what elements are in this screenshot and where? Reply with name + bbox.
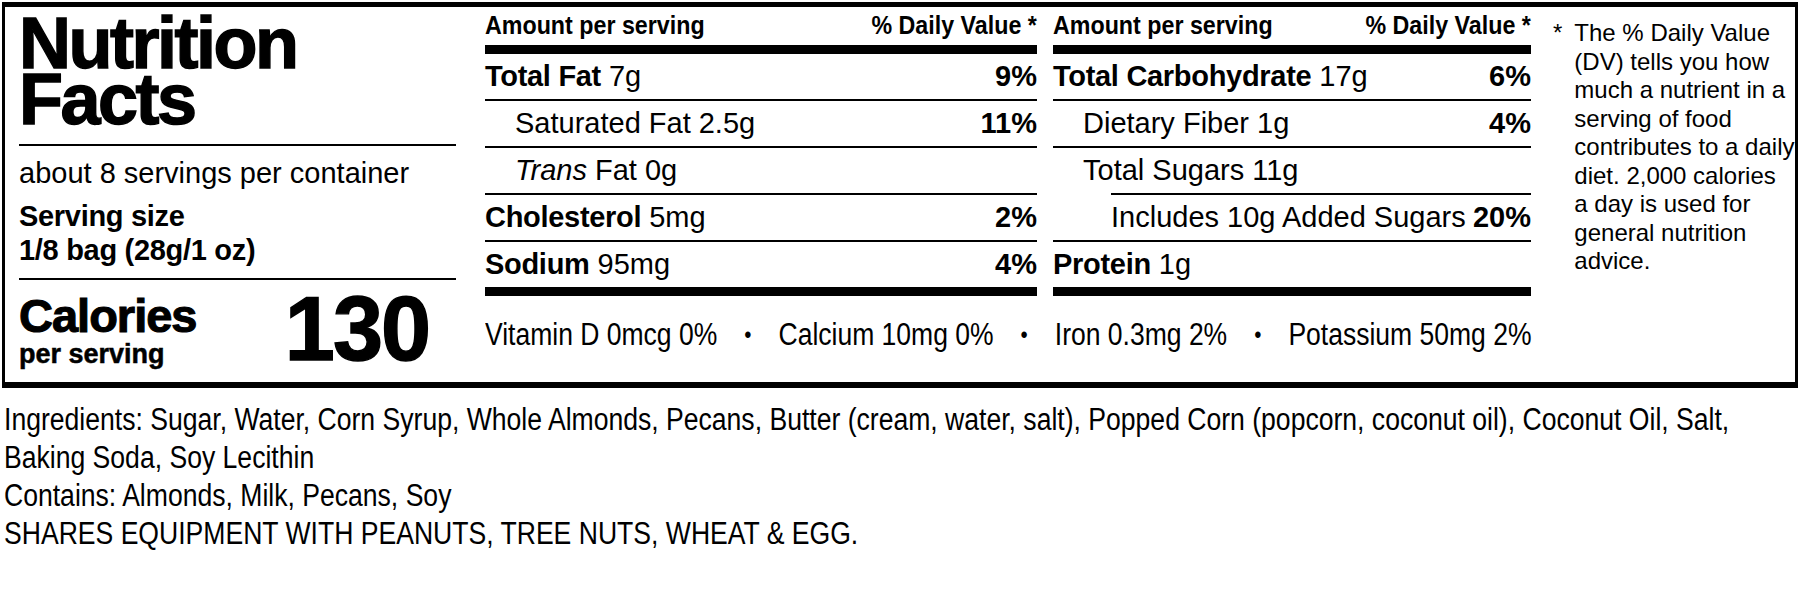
nutrient-name: Fat (595, 154, 637, 186)
amount-per-serving-header: Amount per serving (1053, 11, 1273, 40)
nutrient-name-group: TransFat0g (485, 154, 677, 187)
nutrient-row-cholesterol: Cholesterol5mg 2% (485, 195, 1037, 240)
nutrient-amount: 1g (1257, 107, 1289, 139)
calories-label: Calories (19, 292, 196, 339)
micronutrient-calcium: Calcium 10mg 0% (779, 317, 994, 353)
nutrient-name: Total Fat (485, 60, 601, 92)
nutrient-name-group: Sodium95mg (485, 248, 670, 281)
nutrient-name-group: Total Fat7g (485, 60, 641, 93)
calories-subtext: per serving (19, 339, 196, 369)
nutrient-amount: 7g (609, 60, 641, 92)
micronutrients-row: Vitamin D 0mcg 0% • Calcium 10mg 0% • Ir… (485, 317, 1531, 353)
nutrient-name-italic: Trans (515, 154, 587, 186)
micronutrient-iron: Iron 0.3mg 2% (1055, 317, 1227, 353)
bullet-separator-icon: • (741, 321, 755, 349)
amount-per-serving-header: Amount per serving (485, 11, 705, 40)
nutrient-amount: 5mg (649, 201, 705, 233)
panel-title: Nutrition Facts (19, 15, 457, 127)
divider (19, 144, 456, 146)
column-header: Amount per serving % Daily Value * (1053, 7, 1531, 45)
nutrient-name-group: Total Sugars11g (1053, 154, 1298, 187)
shared-equipment-warning: SHARES EQUIPMENT WITH PEANUTS, TREE NUTS… (4, 515, 1778, 553)
nutrient-name-group: Saturated Fat2.5g (485, 107, 755, 140)
nutrient-row-added-sugars: Includes 10g Added Sugars 20% (1053, 195, 1531, 240)
footnote-text: The % Daily Value (DV) tells you how muc… (1574, 19, 1795, 382)
nutrition-facts-screenshot: { "label": { "title_line1": "Nutrition",… (0, 0, 1800, 605)
nutrient-row-trans-fat: TransFat0g (485, 148, 1037, 193)
ingredients-text: Ingredients: Sugar, Water, Corn Syrup, W… (4, 401, 1778, 477)
nutrient-row-total-sugars: Total Sugars11g (1053, 148, 1531, 193)
nutrient-name: Dietary Fiber (1083, 107, 1249, 139)
nutrient-row-protein: Protein1g (1053, 242, 1531, 287)
daily-value: 6% (1489, 60, 1531, 93)
daily-value-footnote: * The % Daily Value (DV) tells you how m… (1553, 7, 1795, 382)
thick-divider (1053, 287, 1531, 296)
nutrient-column-carb-protein: Amount per serving % Daily Value * Total… (1053, 7, 1531, 296)
nutrient-name-group: Includes 10g Added Sugars (1053, 201, 1466, 234)
serving-size-value: 1/8 bag (28g/1 oz) (19, 233, 457, 267)
daily-value: 20% (1473, 201, 1531, 234)
nutrient-amount: 2.5g (699, 107, 755, 139)
calories-value: 130 (285, 288, 429, 370)
nutrient-row-total-carbohydrate: Total Carbohydrate17g 6% (1053, 54, 1531, 99)
nutrient-columns-area: Amount per serving % Daily Value * Total… (485, 7, 1531, 382)
nutrient-name-group: Total Carbohydrate17g (1053, 60, 1368, 93)
column-header: Amount per serving % Daily Value * (485, 7, 1037, 45)
nutrient-name-group: Cholesterol5mg (485, 201, 706, 234)
serving-size-label: Serving size (19, 199, 457, 233)
daily-value: 4% (1489, 107, 1531, 140)
nutrient-row-sodium: Sodium95mg 4% (485, 242, 1037, 287)
thick-divider (1053, 45, 1531, 54)
nutrition-facts-panel: Nutrition Facts about 8 servings per con… (2, 2, 1798, 388)
nutrient-name: Includes 10g Added Sugars (1111, 201, 1466, 233)
nutrient-amount: 11g (1252, 154, 1298, 186)
thick-divider (485, 45, 1037, 54)
nutrient-row-dietary-fiber: Dietary Fiber1g 4% (1053, 101, 1531, 146)
calories-row: Calories per serving 130 (19, 292, 457, 370)
identity-panel: Nutrition Facts about 8 servings per con… (5, 7, 457, 382)
daily-value: 11% (981, 107, 1037, 140)
nutrient-name: Total Carbohydrate (1053, 60, 1311, 92)
daily-value: 9% (995, 60, 1037, 93)
nutrient-amount: 1g (1159, 248, 1191, 280)
nutrient-amount: 17g (1319, 60, 1367, 92)
daily-value: 2% (995, 201, 1037, 234)
nutrient-name: Sodium (485, 248, 590, 280)
nutrient-amount: 95mg (598, 248, 671, 280)
calories-label-block: Calories per serving (19, 292, 196, 369)
nutrient-name: Protein (1053, 248, 1151, 280)
thick-divider (485, 287, 1037, 296)
nutrient-name-group: Dietary Fiber1g (1053, 107, 1289, 140)
nutrient-amount: 0g (645, 154, 677, 186)
nutrient-row-total-fat: Total Fat7g 9% (485, 54, 1037, 99)
daily-value-header: % Daily Value * (1366, 11, 1531, 40)
nutrient-name: Saturated Fat (515, 107, 691, 139)
footnote-asterisk: * (1553, 19, 1562, 382)
nutrient-row-saturated-fat: Saturated Fat2.5g 11% (485, 101, 1037, 146)
micronutrient-vitamin-d: Vitamin D 0mcg 0% (485, 317, 717, 353)
fine-print-section: Ingredients: Sugar, Water, Corn Syrup, W… (4, 401, 1778, 553)
micronutrient-potassium: Potassium 50mg 2% (1288, 317, 1531, 353)
daily-value: 4% (995, 248, 1037, 281)
contains-allergens-text: Contains: Almonds, Milk, Pecans, Soy (4, 477, 1778, 515)
nutrient-column-fat-sodium: Amount per serving % Daily Value * Total… (485, 7, 1037, 296)
micronutrients-list: Vitamin D 0mcg 0% • Calcium 10mg 0% • Ir… (485, 317, 1532, 353)
nutrient-columns: Amount per serving % Daily Value * Total… (485, 7, 1531, 296)
daily-value-header: % Daily Value * (872, 11, 1037, 40)
bullet-separator-icon: • (1017, 321, 1031, 349)
servings-per-container: about 8 servings per container (19, 157, 457, 190)
nutrient-name-group: Protein1g (1053, 248, 1191, 281)
nutrient-name: Cholesterol (485, 201, 641, 233)
bullet-separator-icon: • (1251, 321, 1265, 349)
nutrient-name: Total Sugars (1083, 154, 1244, 186)
